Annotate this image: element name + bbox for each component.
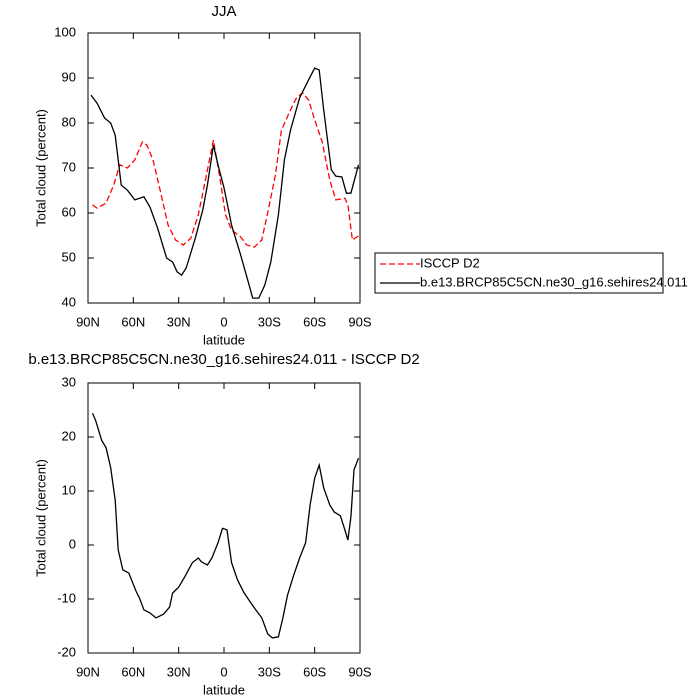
y-axis-label: Total cloud (percent): [33, 459, 48, 577]
series-line: [92, 91, 359, 248]
x-tick-label: 60N: [121, 314, 145, 329]
x-axis-label: latitude: [203, 332, 245, 347]
y-tick-label: 0: [69, 536, 76, 551]
y-tick-label: 50: [62, 249, 76, 264]
chart-title: JJA: [211, 3, 236, 20]
y-tick-label: -20: [57, 644, 76, 659]
legend-label: ISCCP D2: [420, 255, 480, 270]
legend-label: b.e13.BRCP85C5CN.ne30_g16.sehires24.011: [420, 274, 688, 289]
y-tick-label: 60: [62, 204, 76, 219]
x-tick-label: 30N: [167, 664, 191, 679]
x-tick-label: 90N: [76, 314, 100, 329]
series-line: [91, 412, 360, 639]
y-tick-label: -10: [57, 590, 76, 605]
x-tick-label: 90S: [348, 314, 371, 329]
y-tick-label: 80: [62, 114, 76, 129]
plot-frame: [87, 382, 361, 654]
x-tick-label: 90S: [348, 664, 371, 679]
y-tick-label: 20: [62, 428, 76, 443]
x-tick-label: 30N: [167, 314, 191, 329]
chart-title: b.e13.BRCP85C5CN.ne30_g16.sehires24.011 …: [28, 351, 419, 368]
y-tick-label: 10: [62, 482, 76, 497]
y-tick-label: 90: [62, 69, 76, 84]
x-tick-label: 0: [220, 314, 227, 329]
y-tick-label: 70: [62, 159, 76, 174]
x-tick-label: 30S: [258, 664, 281, 679]
y-tick-label: 30: [62, 374, 76, 389]
y-tick-label: 40: [62, 294, 76, 309]
legend-box: [374, 252, 664, 294]
x-tick-label: 60S: [303, 664, 326, 679]
series-line: [90, 67, 360, 299]
x-tick-label: 30S: [258, 314, 281, 329]
x-tick-label: 90N: [76, 664, 100, 679]
x-tick-label: 0: [220, 664, 227, 679]
y-axis-label: Total cloud (percent): [33, 109, 48, 227]
x-tick-label: 60S: [303, 314, 326, 329]
x-axis-label: latitude: [203, 682, 245, 697]
y-tick-label: 100: [54, 24, 76, 39]
x-tick-label: 60N: [121, 664, 145, 679]
